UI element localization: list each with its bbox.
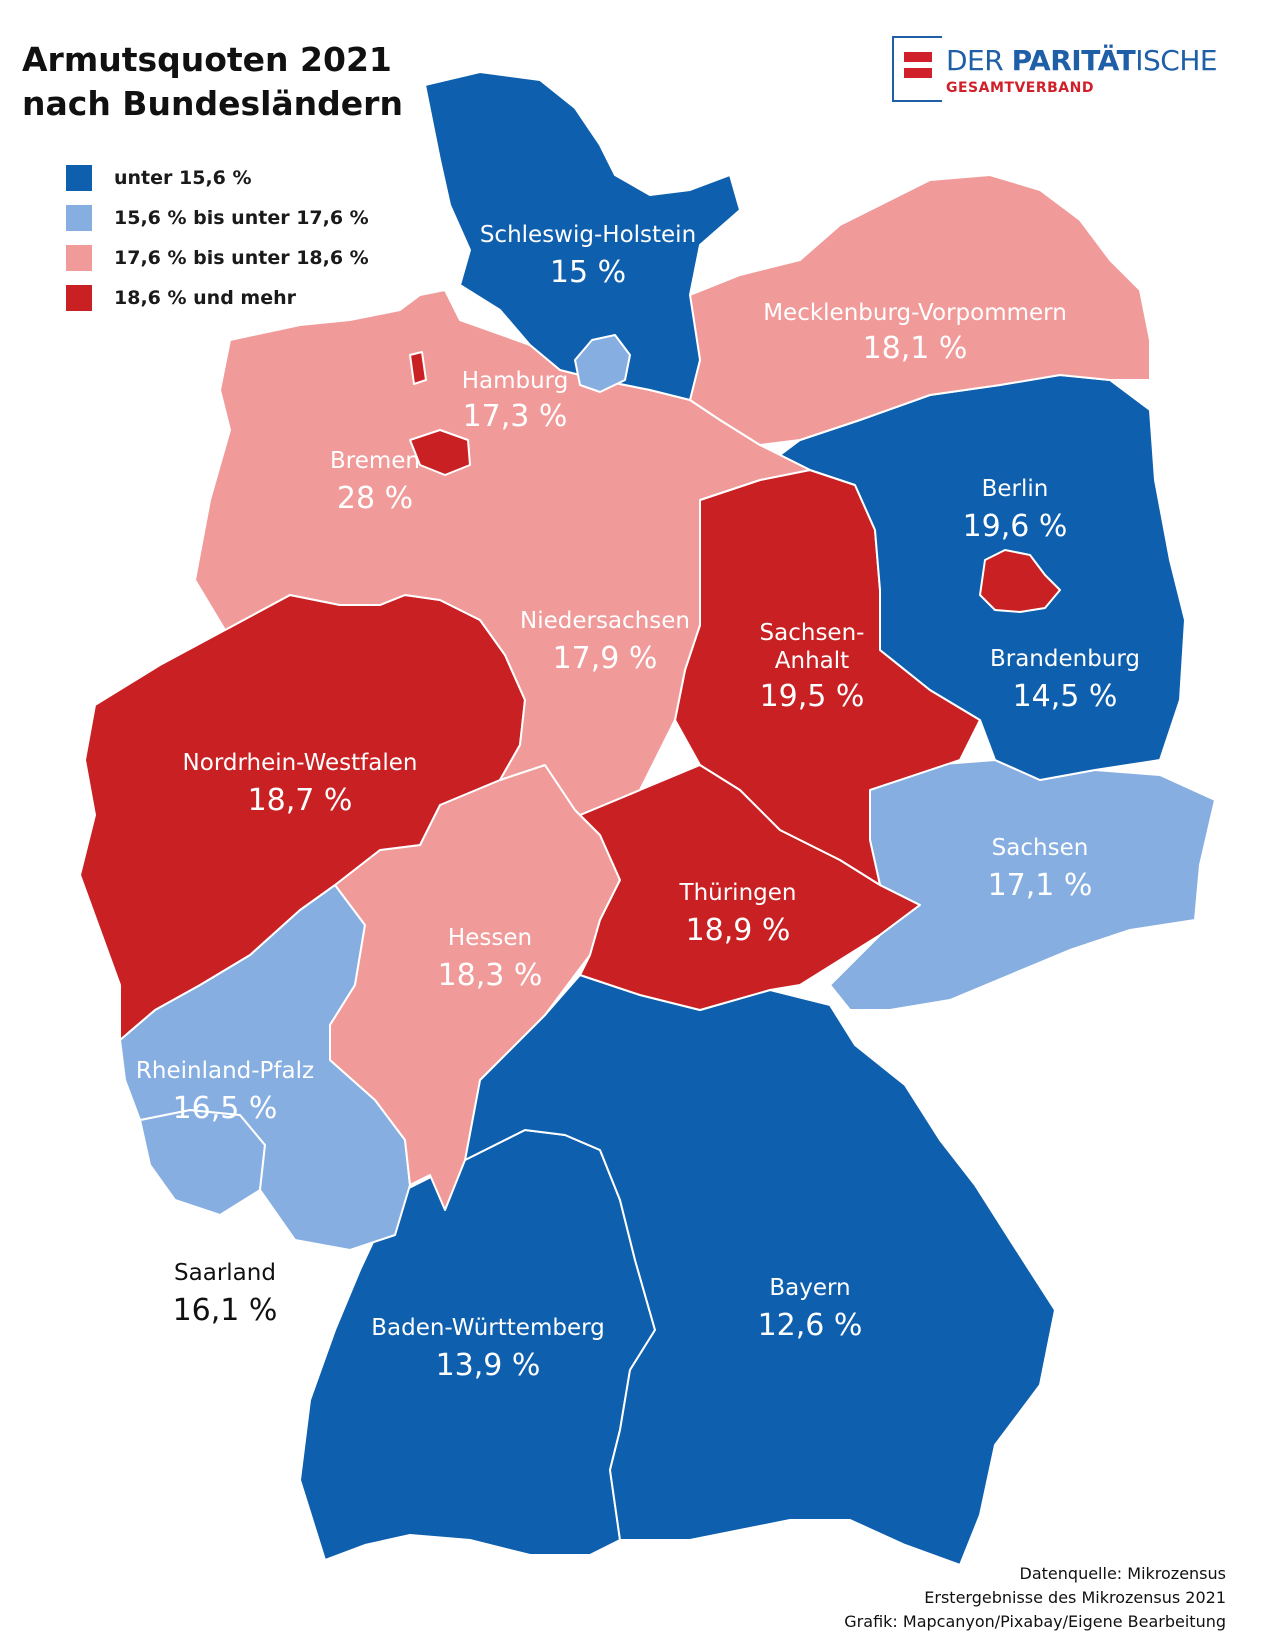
- label-name: Baden-Württemberg: [371, 1315, 605, 1341]
- state-schleswig-holstein: [424, 71, 741, 401]
- label-value: 14,5 %: [1013, 679, 1118, 714]
- label-nordrhein-westfalen: Nordrhein-Westfalen 18,7 %: [183, 750, 418, 818]
- legend-swatch-mid-low: [66, 205, 92, 231]
- label-value: 17,3 %: [463, 399, 568, 434]
- label-value: 18,7 %: [248, 783, 353, 818]
- label-name: Rheinland-Pfalz: [136, 1058, 314, 1084]
- label-name: Bremen: [330, 448, 420, 474]
- label-name: Mecklenburg-Vorpommern: [763, 300, 1067, 326]
- label-value: 18,1 %: [863, 331, 968, 366]
- legend-label-mid-low: 15,6 % bis unter 17,6 %: [114, 207, 369, 229]
- label-brandenburg: Brandenburg 14,5 %: [990, 646, 1140, 714]
- label-value: 28 %: [337, 481, 413, 516]
- label-value: 16,1 %: [173, 1293, 278, 1328]
- label-name: Thüringen: [679, 880, 797, 906]
- label-name: Hessen: [448, 925, 532, 951]
- label-name: Nordrhein-Westfalen: [183, 750, 418, 776]
- label-niedersachsen: Niedersachsen 17,9 %: [520, 608, 690, 676]
- legend-item-high: 18,6 % und mehr: [66, 278, 369, 318]
- label-value: 19,5 %: [760, 679, 865, 714]
- label-name: Sachsen: [992, 835, 1089, 861]
- label-name: Bayern: [769, 1275, 850, 1301]
- legend-item-low: unter 15,6 %: [66, 158, 369, 198]
- legend-label-low: unter 15,6 %: [114, 167, 252, 189]
- label-bayern: Bayern 12,6 %: [758, 1275, 863, 1343]
- label-mecklenburg-vorpommern: Mecklenburg-Vorpommern 18,1 %: [763, 300, 1067, 366]
- label-rheinland-pfalz: Rheinland-Pfalz 16,5 %: [136, 1058, 314, 1126]
- legend-swatch-mid-high: [66, 245, 92, 271]
- label-sachsen-anhalt: Sachsen- Anhalt 19,5 %: [760, 620, 865, 714]
- label-name: Saarland: [174, 1260, 276, 1286]
- legend-swatch-low: [66, 165, 92, 191]
- state-hamburg: [574, 334, 631, 393]
- state-bremen-bremerhaven: [409, 351, 427, 385]
- label-name-line-2: Anhalt: [775, 648, 849, 674]
- label-berlin: Berlin 19,6 %: [963, 476, 1068, 544]
- source-line-2: Erstergebnisse des Mikrozensus 2021: [924, 1588, 1226, 1607]
- label-hamburg: Hamburg 17,3 %: [462, 368, 569, 434]
- legend: unter 15,6 % 15,6 % bis unter 17,6 % 17,…: [66, 158, 369, 318]
- legend-item-mid-high: 17,6 % bis unter 18,6 %: [66, 238, 369, 278]
- title-line-1: Armutsquoten 2021: [22, 40, 392, 79]
- logo-bar-top-icon: [904, 52, 932, 62]
- source-line-3: Grafik: Mapcanyon/Pixabay/Eigene Bearbei…: [844, 1612, 1226, 1631]
- label-thueringen: Thüringen 18,9 %: [679, 880, 797, 948]
- label-value: 13,9 %: [436, 1348, 541, 1383]
- label-name-line-1: Sachsen-: [760, 620, 865, 646]
- label-sachsen: Sachsen 17,1 %: [988, 835, 1093, 903]
- label-name: Hamburg: [462, 368, 569, 394]
- legend-label-mid-high: 17,6 % bis unter 18,6 %: [114, 247, 369, 269]
- state-berlin: [979, 549, 1061, 613]
- state-bayern: [464, 974, 1056, 1566]
- logo-wordmark: DER PARITÄTISCHE: [946, 44, 1218, 77]
- logo-frame-icon: [892, 36, 942, 102]
- label-value: 12,6 %: [758, 1308, 863, 1343]
- paritaetische-logo: DER PARITÄTISCHE GESAMTVERBAND: [892, 36, 1218, 102]
- logo-bar-bottom-icon: [904, 68, 932, 78]
- label-name: Brandenburg: [990, 646, 1140, 672]
- source-line-1: Datenquelle: Mikrozensus: [1019, 1564, 1226, 1583]
- title-line-2: nach Bundesländern: [22, 84, 403, 123]
- label-value: 19,6 %: [963, 509, 1068, 544]
- label-name: Niedersachsen: [520, 608, 690, 634]
- label-value: 17,9 %: [553, 641, 658, 676]
- label-baden-wuerttemberg: Baden-Württemberg 13,9 %: [371, 1315, 605, 1383]
- state-niedersachsen: [194, 289, 811, 816]
- source-note: Datenquelle: Mikrozensus Erstergebnisse …: [844, 1562, 1226, 1634]
- label-saarland: Saarland 16,1 %: [173, 1260, 278, 1328]
- legend-swatch-high: [66, 285, 92, 311]
- label-value: 18,9 %: [686, 913, 791, 948]
- label-hessen: Hessen 18,3 %: [438, 925, 543, 993]
- label-value: 18,3 %: [438, 958, 543, 993]
- state-mecklenburg-vorpommern: [689, 174, 1151, 446]
- label-name: Schleswig-Holstein: [480, 222, 696, 248]
- label-schleswig-holstein: Schleswig-Holstein 15 %: [480, 222, 696, 290]
- label-bremen: Bremen 28 %: [330, 448, 420, 516]
- legend-label-high: 18,6 % und mehr: [114, 287, 296, 309]
- label-name: Berlin: [982, 476, 1049, 502]
- map-title: Armutsquoten 2021 nach Bundesländern: [22, 38, 403, 126]
- label-value: 17,1 %: [988, 868, 1093, 903]
- state-bremen: [409, 429, 471, 476]
- label-value: 15 %: [550, 255, 626, 290]
- label-value: 16,5 %: [173, 1091, 278, 1126]
- legend-item-mid-low: 15,6 % bis unter 17,6 %: [66, 198, 369, 238]
- logo-subtitle: GESAMTVERBAND: [946, 80, 1094, 96]
